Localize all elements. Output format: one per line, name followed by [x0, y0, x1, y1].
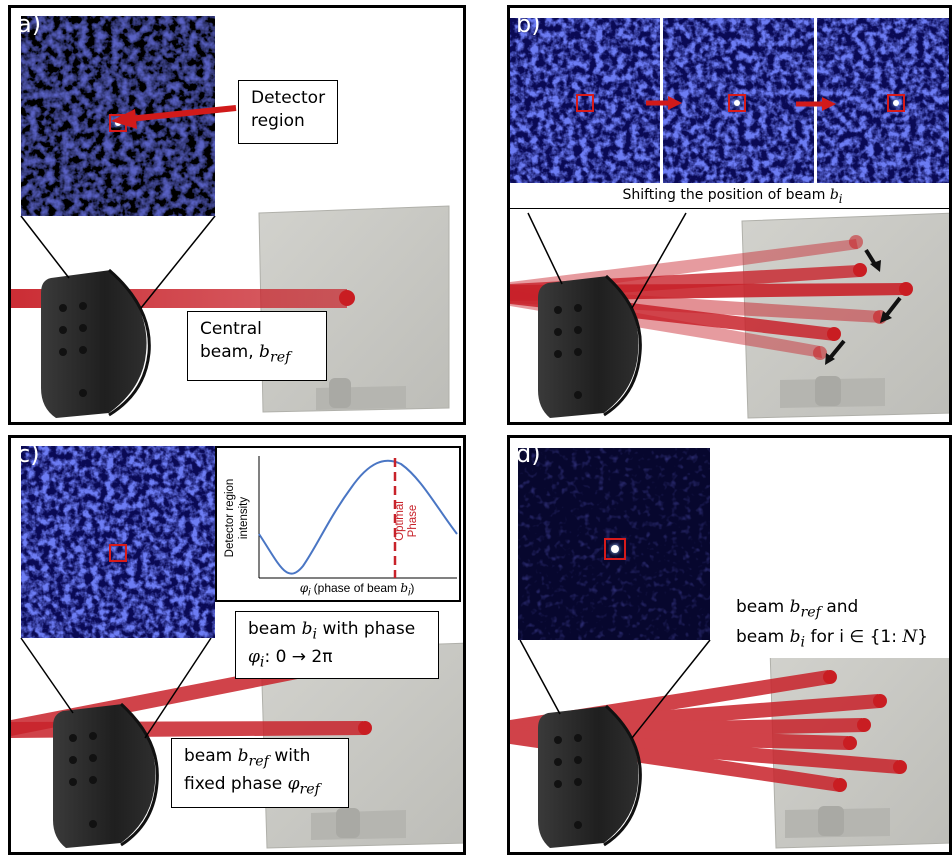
intensity-curve [258, 459, 458, 575]
inset-ylabel: Detector region intensity [224, 478, 250, 558]
panel-d: beam bref and beam bi for i ∈ {1: N} d) [507, 435, 952, 855]
detector-region-marker [109, 544, 127, 562]
combined-beams-label: beam bref and beam bi for i ∈ {1: N} [730, 593, 949, 658]
speckle-image-d [518, 448, 710, 640]
speckle-strip [510, 18, 949, 183]
shift-caption: Shifting the position of beam bi [510, 183, 949, 209]
detector-marker-3 [887, 94, 905, 112]
panel-label: a) [17, 10, 42, 38]
shift-arrows [825, 248, 902, 365]
panel-a: a) Detector region Central beam, bref [8, 5, 466, 425]
central-beam-label: Central beam, bref [187, 311, 327, 381]
camera [538, 704, 642, 848]
detector-marker-1 [576, 94, 594, 112]
intensity-inset: Detector region intensity Optimal Phase φi… [215, 446, 461, 602]
detector-marker-2 [728, 94, 746, 112]
panel-b-scene [510, 212, 949, 419]
intensity-plot [258, 456, 458, 579]
beam-spot [339, 290, 355, 306]
detector-region-marker [604, 538, 626, 560]
speckle-image-c [21, 446, 215, 638]
inset-xlabel: φi (phase of beam bi) [299, 581, 415, 599]
camera [41, 268, 151, 418]
panel-label: b) [516, 10, 541, 38]
optimal-phase-label: Optimal Phase [394, 501, 419, 541]
panel-d-scene [510, 639, 949, 849]
panel-label: c) [17, 440, 40, 468]
screen [769, 641, 949, 849]
panel-b: Shifting the position of beam bi b) [507, 5, 952, 425]
beam-i-label: beam bi with phase φi: 0 → 2π [235, 611, 439, 679]
panel-label: d) [516, 440, 541, 468]
speckle-image-a [21, 16, 215, 216]
screen [258, 205, 450, 413]
detector-region-label: Detector region [238, 80, 338, 144]
camera [538, 274, 642, 418]
camera [53, 702, 159, 848]
panel-c: Detector region intensity Optimal Phase φi… [8, 435, 466, 855]
beam-ref-label: beam bref with fixed phase φref [171, 738, 349, 808]
